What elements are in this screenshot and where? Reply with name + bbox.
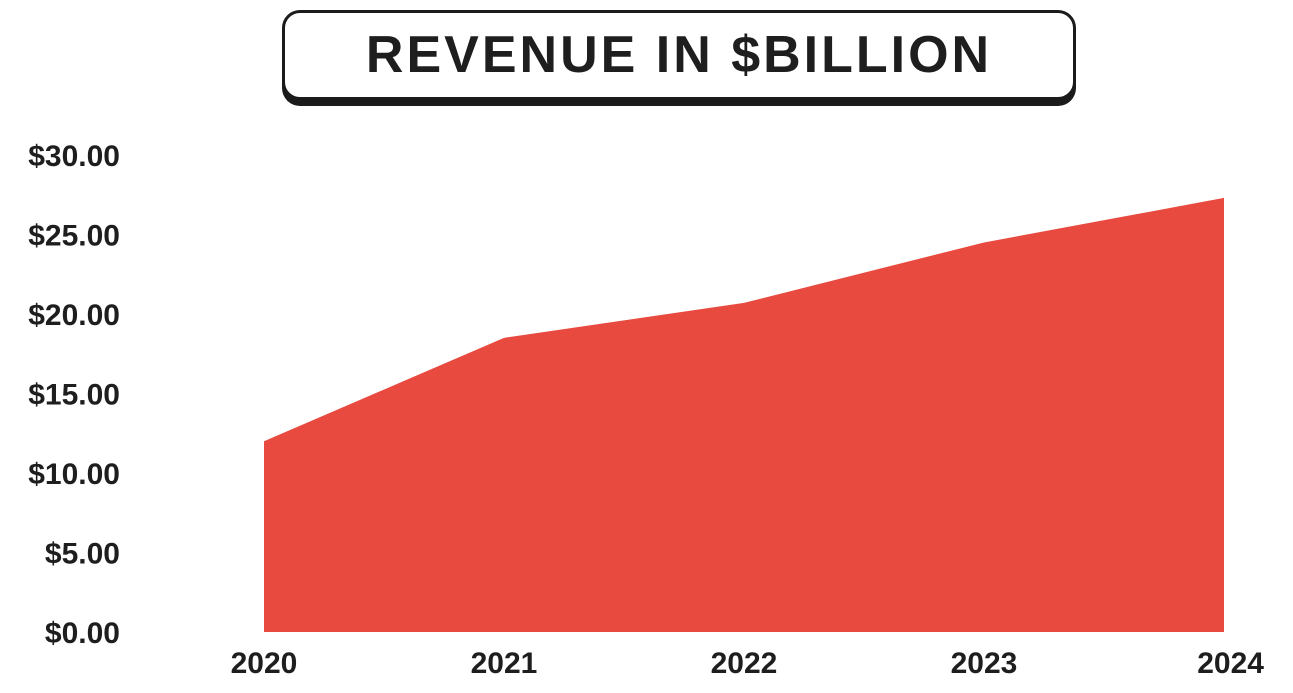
x-tick-label: 2022 — [711, 647, 778, 680]
x-tick-label: 2024 — [1197, 647, 1264, 680]
x-tick-label: 2021 — [471, 647, 538, 680]
revenue-area — [264, 197, 1224, 632]
y-axis: $0.00 $5.00 $10.00 $15.00 $20.00 $25.00 $30.00 — [28, 140, 120, 650]
x-tick-label: 2020 — [231, 647, 298, 680]
y-tick-label: $20.00 — [28, 299, 120, 332]
y-tick-label: $30.00 — [28, 140, 120, 173]
y-tick-label: $0.00 — [45, 617, 120, 650]
y-tick-label: $25.00 — [28, 220, 120, 253]
y-tick-label: $10.00 — [28, 458, 120, 491]
plot-area — [264, 197, 1224, 632]
x-tick-label: 2023 — [951, 647, 1018, 680]
y-tick-label: $5.00 — [45, 538, 120, 571]
chart-title: REVENUE IN $BILLION — [365, 26, 993, 84]
x-axis: 2020 2021 2022 2023 2024 — [231, 647, 1265, 680]
chart-title-box: REVENUE IN $BILLION — [282, 10, 1076, 100]
y-tick-label: $15.00 — [28, 379, 120, 412]
